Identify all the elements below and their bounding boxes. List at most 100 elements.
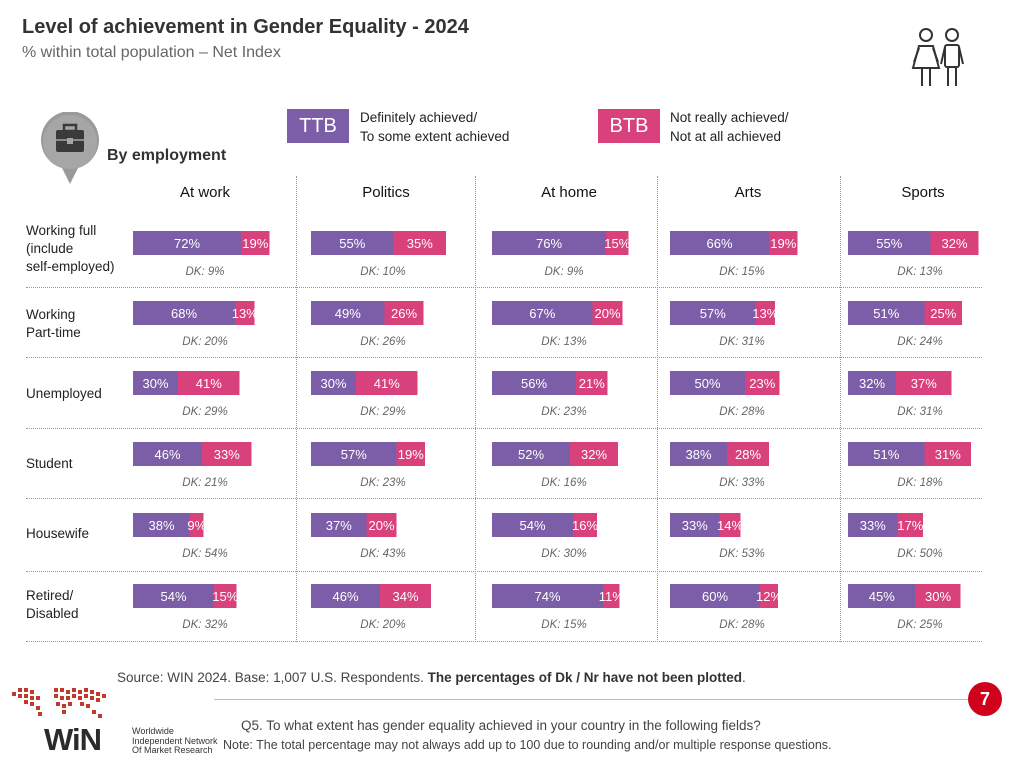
row-divider bbox=[26, 571, 982, 572]
btb-value-label: 16% bbox=[572, 518, 598, 533]
legend-ttb-text: Definitely achieved/ To some extent achi… bbox=[360, 110, 510, 144]
ttb-value-label: 57% bbox=[341, 447, 367, 462]
ttb-value-label: 49% bbox=[335, 306, 361, 321]
row-divider bbox=[26, 287, 982, 288]
column-divider bbox=[475, 176, 476, 642]
btb-bar bbox=[719, 513, 741, 537]
row-label-housewife: Housewife bbox=[26, 526, 90, 541]
question-text: Q5. To what extent has gender equality a… bbox=[241, 718, 761, 733]
ttb-bar bbox=[311, 442, 397, 466]
ttb-bar bbox=[311, 301, 385, 325]
ttb-bar bbox=[133, 301, 235, 325]
legend-btb-text: Not really achieved/ Not at all achieved bbox=[670, 110, 789, 144]
dk-value-label: DK: 13% bbox=[541, 336, 586, 348]
btb-bar bbox=[214, 584, 237, 608]
btb-value-label: 20% bbox=[594, 306, 620, 321]
ttb-value-label: 50% bbox=[694, 376, 720, 391]
btb-value-label: 31% bbox=[935, 447, 961, 462]
btb-bar bbox=[924, 442, 971, 466]
btb-bar bbox=[576, 371, 608, 395]
btb-value-label: 15% bbox=[212, 589, 238, 604]
ttb-value-label: 51% bbox=[873, 447, 899, 462]
btb-value-label: 13% bbox=[752, 306, 778, 321]
page-number-badge: 7 bbox=[968, 682, 1002, 716]
ttb-bar bbox=[133, 584, 214, 608]
ttb-value-label: 38% bbox=[148, 518, 174, 533]
legend-ttb-swatch: TTB bbox=[287, 109, 349, 143]
ttb-value-label: 60% bbox=[702, 589, 728, 604]
column-header-at-work: At work bbox=[179, 184, 230, 201]
dk-value-label: DK: 24% bbox=[897, 336, 942, 348]
row-divider bbox=[26, 641, 982, 642]
dk-value-label: DK: 29% bbox=[360, 406, 405, 418]
btb-bar bbox=[202, 442, 252, 466]
ttb-value-label: 72% bbox=[174, 236, 200, 251]
legend-btb-swatch: BTB bbox=[598, 109, 660, 143]
ttb-value-label: 55% bbox=[876, 236, 902, 251]
win-world-map-logo bbox=[12, 688, 106, 718]
ttb-bar bbox=[492, 231, 606, 255]
dk-value-label: DK: 23% bbox=[360, 477, 405, 489]
ttb-bar bbox=[311, 513, 367, 537]
btb-bar bbox=[592, 301, 623, 325]
ttb-value-label: 52% bbox=[518, 447, 544, 462]
ttb-bar bbox=[492, 301, 593, 325]
btb-bar bbox=[356, 371, 418, 395]
ttb-bar bbox=[848, 442, 925, 466]
btb-bar bbox=[366, 513, 397, 537]
dk-value-label: DK: 20% bbox=[360, 619, 405, 631]
ttb-value-label: 55% bbox=[339, 236, 365, 251]
ttb-value-label: 38% bbox=[685, 447, 711, 462]
btb-value-label: 35% bbox=[407, 236, 433, 251]
btb-bar bbox=[915, 584, 961, 608]
ttb-bar bbox=[492, 513, 573, 537]
dk-value-label: DK: 10% bbox=[360, 266, 405, 278]
column-header-politics: Politics bbox=[362, 184, 410, 201]
ttb-value-label: 66% bbox=[706, 236, 732, 251]
btb-value-label: 41% bbox=[196, 376, 222, 391]
btb-bar bbox=[570, 442, 618, 466]
dk-value-label: DK: 15% bbox=[541, 619, 586, 631]
btb-bar bbox=[241, 231, 270, 255]
dk-value-label: DK: 54% bbox=[182, 548, 227, 560]
ttb-bar bbox=[848, 584, 916, 608]
win-logo-text: WiN bbox=[44, 722, 102, 757]
dk-value-label: DK: 31% bbox=[897, 406, 942, 418]
ttb-value-label: 74% bbox=[534, 589, 560, 604]
column-header-arts: Arts bbox=[734, 184, 762, 201]
dk-value-label: DK: 43% bbox=[360, 548, 405, 560]
ttb-value-label: 30% bbox=[320, 376, 346, 391]
ttb-value-label: 67% bbox=[529, 306, 555, 321]
btb-value-label: 13% bbox=[232, 306, 258, 321]
ttb-bar bbox=[311, 231, 394, 255]
ttb-bar bbox=[670, 231, 769, 255]
ttb-value-label: 32% bbox=[859, 376, 885, 391]
dk-value-label: DK: 26% bbox=[360, 336, 405, 348]
ttb-bar bbox=[848, 301, 925, 325]
dk-value-label: DK: 50% bbox=[897, 548, 942, 560]
ttb-value-label: 51% bbox=[873, 306, 899, 321]
ttb-bar bbox=[670, 442, 727, 466]
row-label-working-full: Working full (include self-employed) bbox=[26, 223, 115, 274]
btb-bar bbox=[896, 371, 952, 395]
dk-value-label: DK: 9% bbox=[545, 266, 584, 278]
ttb-bar bbox=[492, 371, 576, 395]
btb-bar bbox=[190, 513, 204, 537]
ttb-bar bbox=[133, 231, 241, 255]
btb-value-label: 21% bbox=[579, 376, 605, 391]
btb-bar bbox=[393, 231, 446, 255]
ttb-value-label: 56% bbox=[521, 376, 547, 391]
dk-value-label: DK: 30% bbox=[541, 548, 586, 560]
segment-title: By employment bbox=[107, 147, 227, 164]
ttb-bar bbox=[492, 584, 603, 608]
btb-value-label: 37% bbox=[911, 376, 937, 391]
row-divider bbox=[26, 428, 982, 429]
dk-value-label: DK: 31% bbox=[719, 336, 764, 348]
btb-bar bbox=[235, 301, 255, 325]
row-label-student: Student bbox=[26, 456, 73, 471]
btb-bar bbox=[384, 301, 424, 325]
ttb-value-label: 33% bbox=[682, 518, 708, 533]
btb-bar bbox=[380, 584, 431, 608]
dk-value-label: DK: 21% bbox=[182, 477, 227, 489]
